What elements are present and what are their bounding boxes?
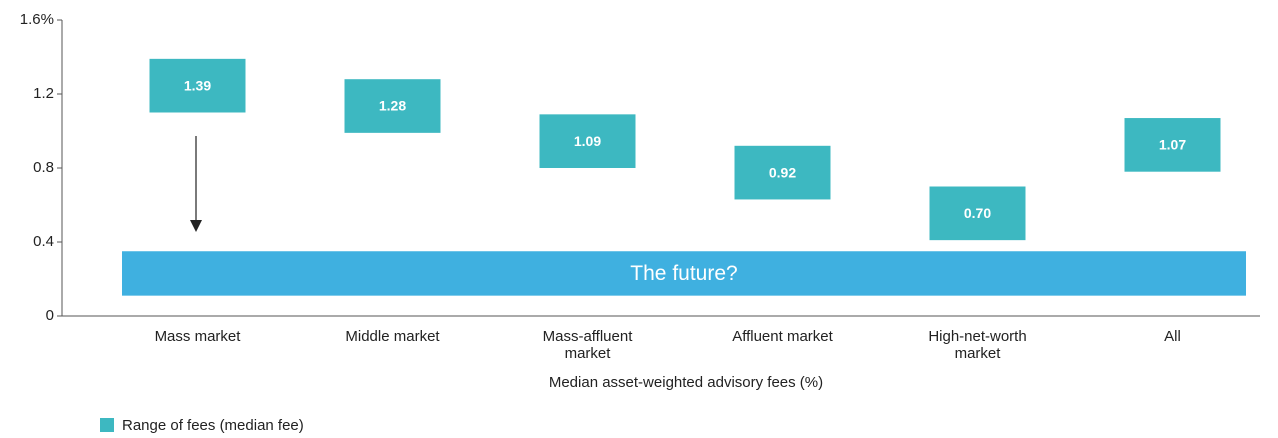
y-tick-label: 1.2 — [33, 85, 54, 102]
value-label: 1.39 — [184, 77, 211, 93]
value-label: 1.09 — [574, 133, 601, 149]
x-tick-label: Middle market — [345, 328, 440, 345]
legend-swatch — [100, 418, 114, 432]
y-tick-label: 0.4 — [33, 233, 54, 250]
x-tick-label: Mass-affluent market — [542, 328, 633, 362]
x-tick-label: Affluent market — [732, 328, 833, 345]
x-tick-label: All — [1164, 328, 1181, 345]
y-tick-label: 0 — [46, 307, 54, 324]
value-label: 0.70 — [964, 205, 991, 221]
y-tick-label: 0.8 — [33, 159, 54, 176]
future-band — [122, 251, 1246, 296]
x-tick-label: High-net-worth market — [928, 328, 1027, 362]
x-tick-label: Mass market — [154, 328, 241, 345]
fee-range — [149, 58, 246, 113]
value-label: 1.28 — [379, 98, 406, 114]
y-tick-label: 1.6% — [20, 11, 54, 28]
fee-range — [1124, 118, 1221, 172]
fee-range — [539, 114, 636, 168]
fee-range — [734, 145, 831, 200]
x-axis-title: Median asset-weighted advisory fees (%) — [549, 374, 823, 391]
future-label: The future? — [630, 262, 737, 285]
legend-label: Range of fees (median fee) — [122, 417, 304, 434]
fee-range — [344, 79, 441, 133]
value-label: 1.07 — [1159, 137, 1186, 153]
value-label: 0.92 — [769, 164, 796, 180]
arrow-head — [190, 220, 202, 232]
fee-range — [929, 186, 1026, 241]
